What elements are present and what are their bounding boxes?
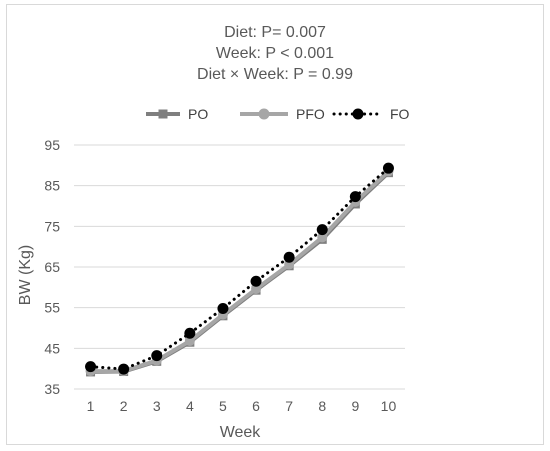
point-FO-2 (118, 363, 130, 375)
series-line-PFO (90, 169, 390, 374)
point-FO-10 (382, 162, 394, 174)
title-line-interaction: Diet × Week: P = 0.99 (197, 66, 353, 83)
point-FO-9 (349, 191, 361, 203)
x-tick-label-10: 10 (381, 398, 397, 414)
y-tick-label-75: 75 (44, 218, 60, 234)
x-axis-ticks: 1 2 3 4 5 6 7 8 9 10 (87, 398, 397, 414)
y-axis-ticks: 35 45 55 65 75 85 95 (44, 137, 60, 397)
point-FO-5 (217, 302, 229, 314)
point-FO-1 (85, 361, 97, 373)
series-FO (85, 162, 394, 375)
legend: PO PFO FO (146, 106, 410, 122)
y-tick-label-45: 45 (44, 340, 60, 356)
title-line-diet: Diet: P= 0.007 (224, 24, 326, 41)
legend-marker-PFO (258, 108, 270, 120)
point-PFO-8 (317, 232, 328, 243)
series-PFO (85, 166, 394, 377)
legend-item-FO: FO (332, 106, 410, 122)
legend-item-PFO: PFO (240, 106, 325, 122)
x-axis-label: Week (220, 424, 262, 441)
y-tick-label-35: 35 (44, 381, 60, 397)
series-layer (85, 162, 394, 377)
legend-marker-PO (158, 109, 168, 119)
x-tick-label-4: 4 (186, 398, 194, 414)
point-FO-4 (184, 327, 196, 339)
x-tick-label-6: 6 (252, 398, 260, 414)
x-tick-label-3: 3 (153, 398, 161, 414)
y-tick-label-95: 95 (44, 137, 60, 153)
legend-label-PFO: PFO (296, 106, 325, 122)
x-tick-label-1: 1 (87, 398, 95, 414)
legend-label-FO: FO (390, 106, 410, 122)
legend-marker-FO (352, 108, 364, 120)
point-FO-6 (250, 275, 262, 287)
x-tick-label-9: 9 (351, 398, 359, 414)
x-tick-label-5: 5 (219, 398, 227, 414)
title-line-week: Week: P < 0.001 (216, 45, 334, 62)
point-FO-7 (283, 251, 295, 263)
legend-label-PO: PO (188, 106, 208, 122)
series-line-PO (90, 171, 390, 374)
point-FO-3 (151, 350, 163, 362)
point-PFO-6 (251, 283, 262, 294)
y-axis-label: BW (Kg) (17, 245, 34, 305)
y-tick-label-85: 85 (44, 178, 60, 194)
y-tick-label-65: 65 (44, 259, 60, 275)
x-tick-label-2: 2 (120, 398, 128, 414)
x-tick-label-7: 7 (285, 398, 293, 414)
x-tick-label-8: 8 (318, 398, 326, 414)
series-PO (86, 168, 393, 377)
point-PFO-4 (184, 336, 195, 347)
y-tick-label-55: 55 (44, 300, 60, 316)
point-FO-8 (316, 224, 328, 236)
chart-title: Diet: P= 0.007 Week: P < 0.001 Diet × We… (197, 24, 353, 83)
gridlines (74, 144, 405, 390)
series-line-FO (89, 166, 390, 371)
legend-item-PO: PO (146, 106, 208, 122)
